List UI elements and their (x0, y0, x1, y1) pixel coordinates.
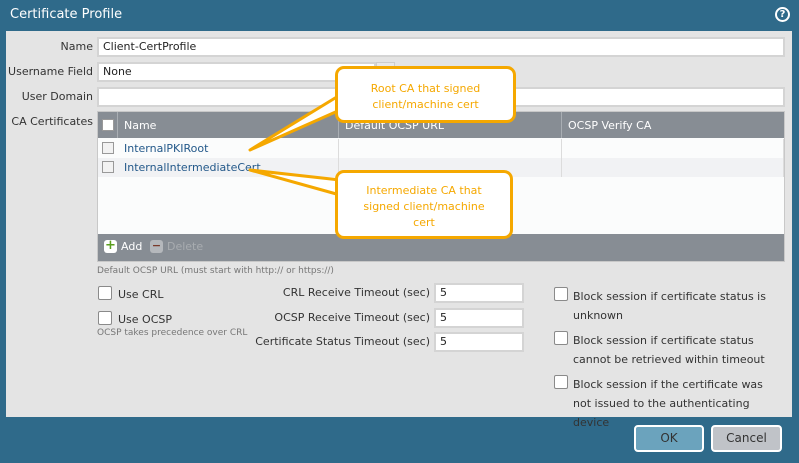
ocsp-url-cell (339, 139, 562, 158)
ocsp-url-cell (339, 158, 562, 177)
intermediate-callout-tail (248, 168, 342, 197)
ocsp-precedence-note: OCSP takes precedence over CRL (97, 328, 248, 338)
use-ocsp-checkbox[interactable] (98, 311, 112, 325)
verify-ca-cell (562, 158, 784, 177)
row-checkbox[interactable] (102, 161, 114, 173)
cert-status-timeout-input[interactable]: 5 (434, 332, 524, 352)
ocsp-timeout-input[interactable]: 5 (434, 308, 524, 328)
use-crl-checkbox[interactable] (98, 286, 112, 300)
dialog-title: Certificate Profile (10, 7, 123, 22)
cert-status-timeout-label: Certificate Status Timeout (sec) (255, 335, 430, 348)
cert-name[interactable]: InternalIntermediateCert (118, 158, 339, 177)
add-button[interactable]: Add (121, 240, 143, 253)
cert-name[interactable]: InternalPKIRoot (118, 139, 339, 158)
block-not-issued-checkbox[interactable] (554, 375, 568, 389)
user-domain-label: User Domain (21, 90, 93, 103)
add-icon[interactable]: + (104, 238, 117, 253)
block-timeout-checkbox[interactable] (554, 331, 568, 345)
username-field-select[interactable]: None (97, 62, 376, 82)
name-label: Name (60, 40, 93, 53)
ocsp-url-hint: Default OCSP URL (must start with http:/… (97, 266, 334, 276)
row-checkbox[interactable] (102, 142, 114, 154)
use-ocsp-label: Use OCSP (118, 313, 173, 326)
verify-ca-cell (562, 139, 784, 158)
block-unknown-label: Block session if certificate status is u… (573, 290, 766, 322)
block-unknown-checkbox[interactable] (554, 287, 568, 301)
column-header-ocsp-verify-ca[interactable]: OCSP Verify CA (562, 112, 784, 138)
help-icon[interactable]: ? (775, 7, 790, 22)
root-callout-tail (248, 93, 342, 152)
root-ca-callout: Root CA that signed client/machine cert (335, 66, 516, 123)
table-row[interactable]: InternalPKIRoot (98, 139, 784, 158)
name-input[interactable]: Client-CertProfile (97, 37, 785, 57)
crl-timeout-input[interactable]: 5 (434, 283, 524, 303)
crl-timeout-label: CRL Receive Timeout (sec) (282, 286, 430, 299)
ok-button[interactable]: OK (634, 425, 704, 452)
block-not-issued-label: Block session if the certificate was not… (573, 378, 763, 429)
ca-certificates-label: CA Certificates (11, 115, 93, 128)
select-all-header (98, 112, 118, 138)
username-field-label: Username Field (8, 65, 93, 78)
cancel-button[interactable]: Cancel (711, 425, 782, 452)
delete-icon: − (150, 239, 163, 253)
block-timeout-label: Block session if certificate status cann… (573, 334, 765, 366)
intermediate-ca-callout: Intermediate CA that signed client/machi… (335, 170, 513, 239)
delete-button: Delete (167, 240, 204, 253)
ocsp-timeout-label: OCSP Receive Timeout (sec) (274, 311, 430, 324)
use-crl-label: Use CRL (118, 288, 164, 301)
select-all-checkbox[interactable] (102, 119, 114, 131)
